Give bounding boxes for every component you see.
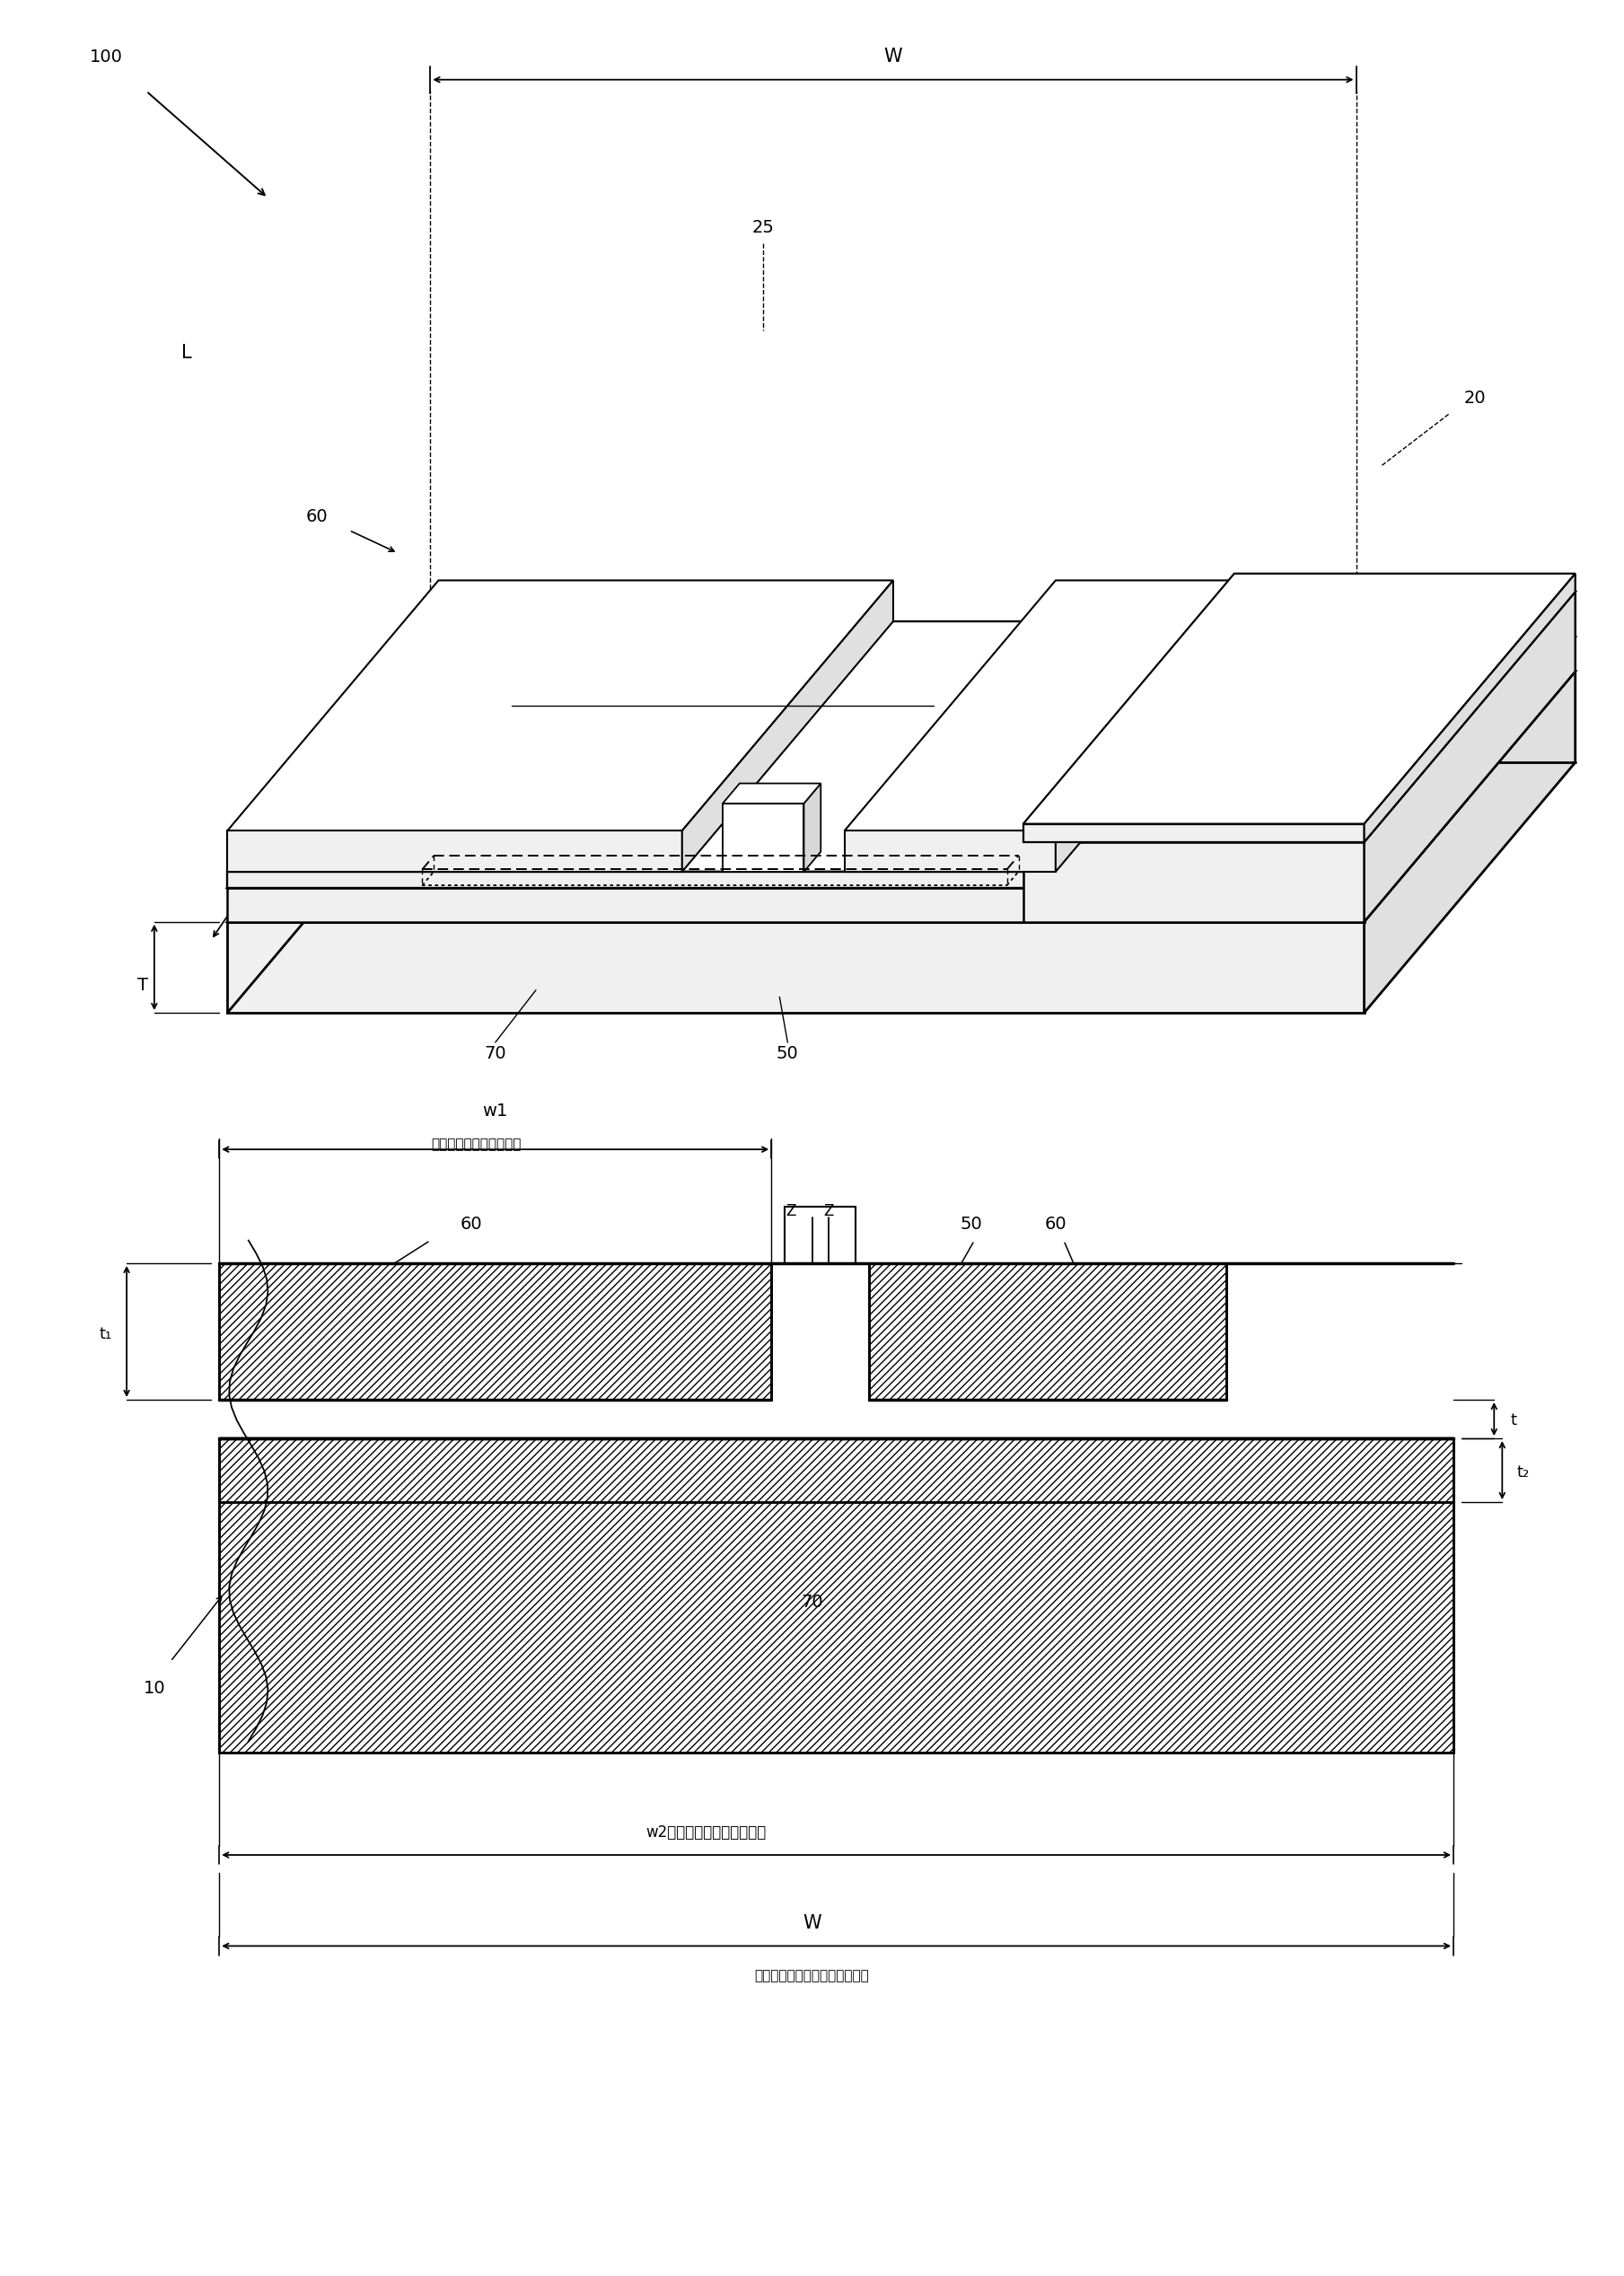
Text: 60: 60 — [305, 508, 328, 526]
Polygon shape — [1056, 580, 1267, 872]
Polygon shape — [227, 580, 893, 831]
Text: t₂: t₂ — [1517, 1463, 1530, 1482]
Text: 70: 70 — [801, 1593, 823, 1611]
Polygon shape — [723, 803, 804, 872]
Polygon shape — [1364, 637, 1575, 922]
Polygon shape — [227, 872, 1364, 888]
Text: T: T — [138, 976, 148, 995]
Polygon shape — [1364, 592, 1575, 922]
Polygon shape — [682, 580, 893, 872]
Text: t₁: t₁ — [99, 1325, 112, 1343]
Text: 20: 20 — [1463, 389, 1486, 407]
Polygon shape — [1364, 621, 1575, 888]
Polygon shape — [219, 1263, 771, 1400]
Polygon shape — [869, 1263, 1226, 1400]
Polygon shape — [723, 783, 820, 803]
Text: 50: 50 — [776, 1045, 799, 1063]
Text: （第１电极的宽度尺寸）: （第１电极的宽度尺寸） — [430, 1138, 521, 1152]
Polygon shape — [844, 831, 1056, 872]
Polygon shape — [227, 671, 1575, 922]
Polygon shape — [1023, 574, 1575, 824]
Text: 发光元件装配区域: 发光元件装配区域 — [671, 681, 742, 699]
Polygon shape — [227, 922, 1364, 1013]
Text: 25: 25 — [752, 218, 775, 237]
Polygon shape — [1023, 824, 1364, 842]
Polygon shape — [1364, 574, 1575, 842]
Text: 60: 60 — [1044, 1215, 1067, 1234]
Text: w1: w1 — [482, 1102, 508, 1120]
Text: w2（第２电极的宽度尺寸）: w2（第２电极的宽度尺寸） — [646, 1823, 767, 1841]
Text: 50: 50 — [960, 1215, 983, 1234]
Text: （电极依赖电阻层的宽度尺寸）: （电极依赖电阻层的宽度尺寸） — [755, 1969, 869, 1982]
Polygon shape — [804, 783, 820, 872]
Polygon shape — [227, 888, 1364, 922]
Polygon shape — [227, 637, 1575, 888]
Text: 100: 100 — [89, 48, 122, 66]
Polygon shape — [844, 580, 1267, 831]
Text: 60: 60 — [460, 1215, 482, 1234]
Text: Z: Z — [786, 1202, 796, 1220]
Polygon shape — [219, 1438, 1453, 1753]
Polygon shape — [227, 621, 1575, 872]
Polygon shape — [1023, 592, 1575, 842]
Text: t: t — [1510, 1411, 1517, 1429]
Text: L: L — [182, 344, 192, 362]
Polygon shape — [1023, 842, 1364, 922]
Text: Z: Z — [823, 1202, 833, 1220]
Polygon shape — [227, 831, 682, 872]
Text: 10: 10 — [1421, 799, 1444, 817]
Text: W: W — [883, 48, 903, 66]
Polygon shape — [1364, 671, 1575, 1013]
Text: 10: 10 — [143, 1680, 166, 1698]
Text: W: W — [802, 1914, 822, 1932]
Text: 70: 70 — [484, 1045, 507, 1063]
